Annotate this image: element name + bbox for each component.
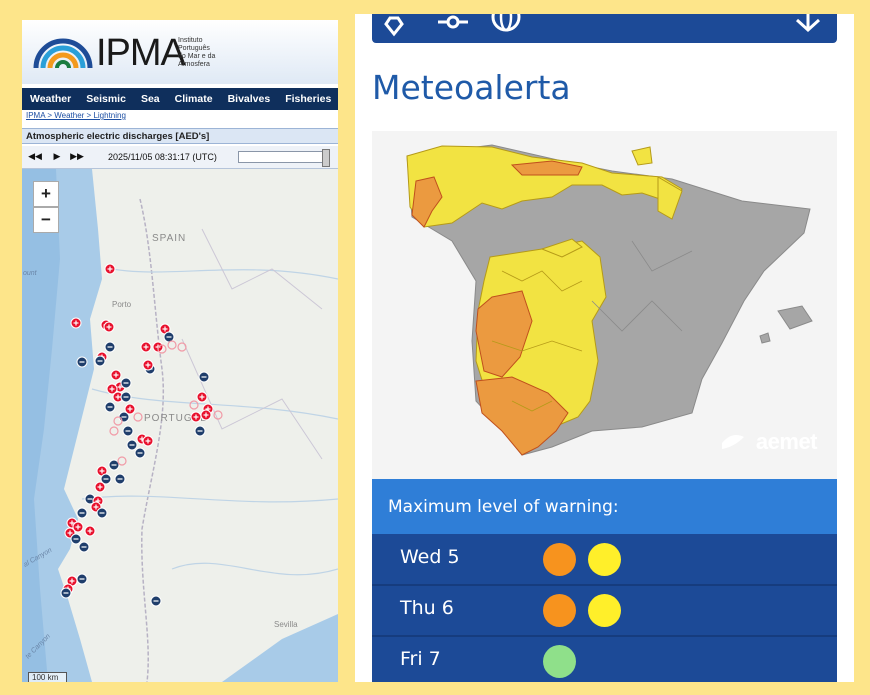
map-label-spain: SPAIN	[152, 233, 186, 244]
orange-warning-extremadura	[475, 290, 533, 378]
old-strike-marker	[177, 342, 187, 352]
ipma-logo-subtitle: Instituto Português do Mar e da Atmosfer…	[178, 37, 238, 69]
ipma-panel: IPMA Instituto Português do Mar e da Atm…	[22, 20, 338, 682]
yellow-warning-north	[657, 176, 683, 220]
river-line	[171, 562, 338, 576]
old-strike-marker	[109, 426, 119, 436]
old-strike-marker	[189, 400, 199, 410]
deep-ocean	[22, 169, 60, 682]
old-strike-marker	[113, 416, 123, 426]
day-row-fri[interactable]: Fri 7	[372, 637, 837, 682]
play-button[interactable]: ▶	[53, 152, 61, 162]
district-boundary	[181, 228, 323, 460]
meteoalerta-panel: Meteoalerta ae	[355, 14, 854, 682]
ipma-subtitle-line: do Mar e da	[178, 53, 216, 60]
aemet-logo: aemet	[755, 429, 818, 454]
balearic-island	[777, 305, 813, 330]
old-strike-marker	[167, 340, 177, 350]
orange-level-dot	[543, 594, 576, 627]
toolbar-icons	[384, 14, 821, 37]
day-row-wed[interactable]: Wed 5	[372, 535, 837, 586]
layer-title: Atmospheric electric discharges [AED's]	[22, 128, 338, 144]
location-pin-icon[interactable]	[384, 16, 404, 37]
river-line	[81, 495, 338, 503]
yellow-level-dot	[588, 594, 621, 627]
warning-levels-box: Maximum level of warning: Wed 5 Thu 6 Fr…	[372, 479, 837, 682]
ipma-logo-text: IPMA	[96, 32, 186, 74]
page-title: Meteoalerta	[372, 68, 571, 107]
ipma-header: IPMA Instituto Português do Mar e da Atm…	[22, 20, 338, 84]
ipma-subtitle-line: Instituto	[178, 37, 203, 44]
river-line	[111, 268, 338, 280]
green-level-dot	[543, 645, 576, 678]
orange-level-dot	[543, 543, 576, 576]
yellow-level-dot	[588, 543, 621, 576]
time-slider[interactable]	[238, 149, 330, 167]
lightning-map[interactable]: SPAIN PORTUGAL Porto Sevilla ount al Can…	[22, 169, 338, 682]
map-label-porto: Porto	[112, 300, 132, 309]
region-boundary	[591, 240, 693, 332]
gulf-of-cadiz	[222, 614, 338, 682]
ipma-main-nav: Weather Seismic Sea Climate Bivalves Fis…	[22, 88, 338, 110]
rewind-button[interactable]: ◀◀	[28, 152, 42, 162]
nav-item-seismic[interactable]: Seismic	[86, 93, 126, 105]
map-label-portugal: PORTUGAL	[144, 413, 207, 424]
orange-warning-galicia	[411, 176, 443, 228]
warning-heading: Maximum level of warning:	[372, 479, 837, 534]
zoom-out-button[interactable]: −	[33, 207, 59, 233]
nav-item-climate[interactable]: Climate	[174, 93, 213, 105]
globe-icon[interactable]	[491, 14, 521, 32]
day-label: Wed 5	[400, 546, 460, 568]
day-row-thu[interactable]: Thu 6	[372, 586, 837, 637]
old-strike-marker	[157, 344, 167, 354]
lightning-strikes	[60, 263, 223, 607]
balearic-island	[759, 332, 771, 344]
old-strike-marker	[213, 410, 223, 420]
warning-map-canvas	[372, 131, 837, 479]
map-toolbar	[372, 14, 837, 43]
old-strike-marker	[117, 456, 127, 466]
ipma-subtitle-line: Português	[178, 45, 210, 52]
nav-item-fisheries[interactable]: Fisheries	[285, 93, 332, 105]
border-line	[139, 198, 165, 682]
route-icon[interactable]	[438, 15, 468, 29]
aemet-swoosh-icon	[722, 435, 744, 449]
warning-map[interactable]: aemet	[372, 131, 837, 479]
day-label: Thu 6	[400, 597, 454, 619]
nav-item-bivalves[interactable]: Bivalves	[227, 93, 271, 105]
time-slider-handle[interactable]	[322, 149, 330, 167]
zoom-in-button[interactable]: +	[33, 181, 59, 207]
breadcrumb[interactable]: IPMA > Weather > Lightning	[26, 111, 126, 120]
timestamp-display: 2025/11/05 08:31:17 (UTC)	[108, 152, 217, 162]
yellow-warning-west	[540, 238, 583, 258]
ipma-rainbow-logo-icon	[33, 38, 93, 69]
map-label-mount: ount	[23, 270, 38, 277]
old-strike-marker	[133, 412, 143, 422]
map-scale-bar: 100 km	[28, 672, 68, 682]
nav-item-weather[interactable]: Weather	[30, 93, 72, 105]
ipma-subtitle-line: Atmosfera	[178, 61, 210, 68]
yellow-warning-north	[406, 145, 683, 228]
yellow-warning-north	[631, 146, 653, 166]
forward-button[interactable]: ▶▶	[70, 152, 84, 162]
download-arrow-icon[interactable]	[795, 14, 821, 33]
day-label: Fri 7	[400, 648, 441, 670]
nav-item-sea[interactable]: Sea	[140, 93, 160, 105]
map-label-sevilla: Sevilla	[274, 620, 298, 629]
animation-player: ◀◀ ▶ ▶▶ 2025/11/05 08:31:17 (UTC)	[22, 146, 338, 169]
orange-warning-andalucia	[475, 376, 569, 456]
lightning-map-canvas: SPAIN PORTUGAL Porto Sevilla ount al Can…	[22, 169, 338, 682]
orange-warning-north-coast	[510, 160, 583, 176]
region-boundary	[491, 270, 583, 412]
